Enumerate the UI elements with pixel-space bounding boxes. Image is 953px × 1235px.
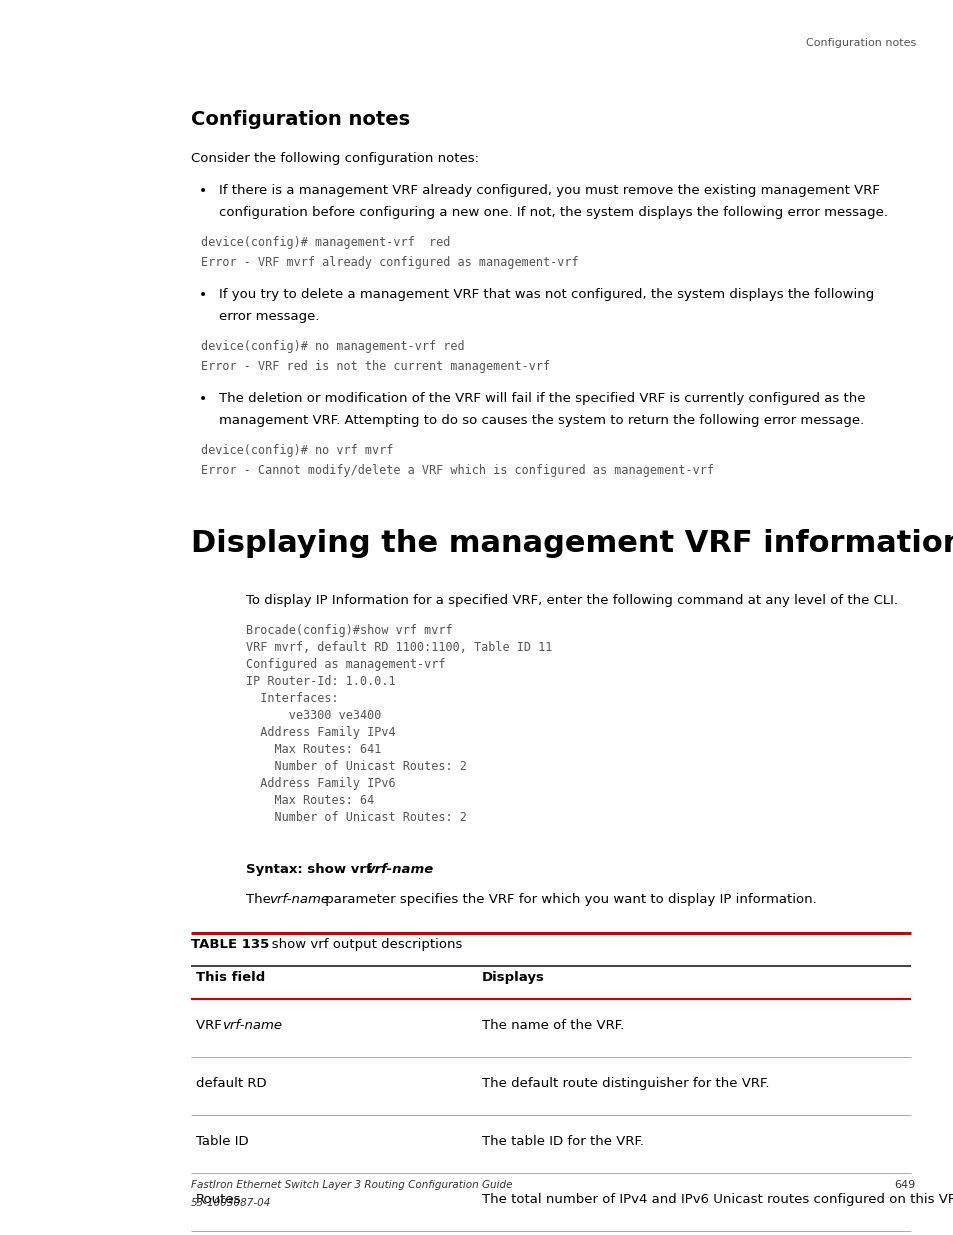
Text: show vrf output descriptions: show vrf output descriptions — [258, 937, 461, 951]
Text: •: • — [198, 288, 207, 303]
Text: vrf-name: vrf-name — [221, 1019, 281, 1031]
Text: management VRF. Attempting to do so causes the system to return the following er: management VRF. Attempting to do so caus… — [218, 414, 863, 427]
Text: Brocade(config)#show vrf mvrf
VRF mvrf, default RD 1100:1100, Table ID 11
Config: Brocade(config)#show vrf mvrf VRF mvrf, … — [246, 624, 552, 824]
Text: TABLE 135: TABLE 135 — [191, 937, 269, 951]
Text: The name of the VRF.: The name of the VRF. — [481, 1019, 623, 1031]
Text: device(config)# no management-vrf red: device(config)# no management-vrf red — [200, 340, 464, 353]
Text: Table ID: Table ID — [195, 1135, 248, 1147]
Text: •: • — [198, 391, 207, 406]
Text: Configuration notes: Configuration notes — [191, 110, 410, 128]
Text: Routes: Routes — [195, 1193, 241, 1205]
Text: parameter specifies the VRF for which you want to display IP information.: parameter specifies the VRF for which yo… — [320, 893, 816, 905]
Text: FastIron Ethernet Switch Layer 3 Routing Configuration Guide: FastIron Ethernet Switch Layer 3 Routing… — [191, 1179, 512, 1191]
Text: 649: 649 — [894, 1179, 915, 1191]
Text: The default route distinguisher for the VRF.: The default route distinguisher for the … — [481, 1077, 769, 1089]
Text: configuration before configuring a new one. If not, the system displays the foll: configuration before configuring a new o… — [218, 206, 887, 219]
Text: 53-1003087-04: 53-1003087-04 — [191, 1198, 271, 1208]
Text: •: • — [198, 184, 207, 198]
Text: Configuration notes: Configuration notes — [804, 38, 915, 48]
Text: Error - VRF mvrf already configured as management-vrf: Error - VRF mvrf already configured as m… — [200, 256, 578, 269]
Text: The: The — [246, 893, 274, 905]
Text: Error - Cannot modify/delete a VRF which is configured as management-vrf: Error - Cannot modify/delete a VRF which… — [200, 464, 713, 477]
Text: error message.: error message. — [218, 310, 319, 324]
Text: vrf-name: vrf-name — [269, 893, 329, 905]
Text: device(config)# no vrf mvrf: device(config)# no vrf mvrf — [200, 445, 393, 457]
Text: This field: This field — [195, 971, 265, 983]
Text: device(config)# management-vrf  red: device(config)# management-vrf red — [200, 236, 450, 249]
Text: If you try to delete a management VRF that was not configured, the system displa: If you try to delete a management VRF th… — [218, 288, 873, 301]
Text: VRF: VRF — [195, 1019, 226, 1031]
Text: To display IP Information for a specified VRF, enter the following command at an: To display IP Information for a specifie… — [246, 594, 897, 606]
Text: vrf-name: vrf-name — [365, 862, 433, 876]
Text: If there is a management VRF already configured, you must remove the existing ma: If there is a management VRF already con… — [218, 184, 879, 198]
Text: Consider the following configuration notes:: Consider the following configuration not… — [191, 152, 478, 165]
Text: The total number of IPv4 and IPv6 Unicast routes configured on this VRF.: The total number of IPv4 and IPv6 Unicas… — [481, 1193, 953, 1205]
Text: default RD: default RD — [195, 1077, 266, 1089]
Text: Displays: Displays — [481, 971, 544, 983]
Text: Syntax: show vrf: Syntax: show vrf — [246, 862, 375, 876]
Text: Error - VRF red is not the current management-vrf: Error - VRF red is not the current manag… — [200, 359, 549, 373]
Text: The table ID for the VRF.: The table ID for the VRF. — [481, 1135, 643, 1147]
Text: Displaying the management VRF information: Displaying the management VRF informatio… — [191, 529, 953, 558]
Text: The deletion or modification of the VRF will fail if the specified VRF is curren: The deletion or modification of the VRF … — [218, 391, 864, 405]
